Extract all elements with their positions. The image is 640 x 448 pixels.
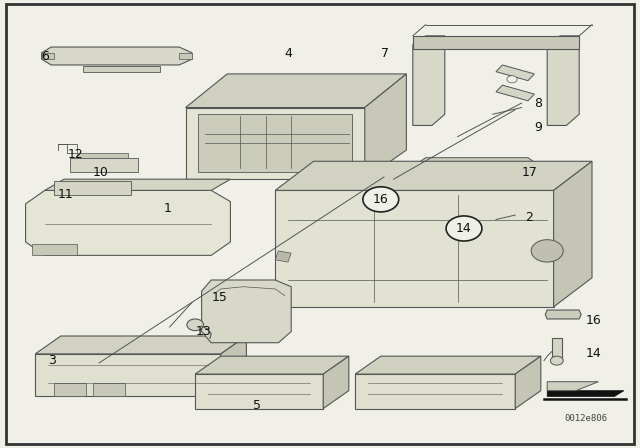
Circle shape: [550, 356, 563, 365]
Polygon shape: [547, 382, 598, 391]
Polygon shape: [496, 85, 534, 101]
Circle shape: [531, 240, 563, 262]
Text: 5: 5: [253, 399, 261, 412]
Polygon shape: [419, 158, 534, 166]
Polygon shape: [547, 36, 579, 125]
Polygon shape: [413, 36, 579, 49]
Text: 2: 2: [525, 211, 532, 224]
Polygon shape: [195, 374, 323, 409]
Polygon shape: [179, 53, 192, 59]
Text: 13: 13: [195, 325, 211, 338]
Circle shape: [446, 216, 482, 241]
Polygon shape: [186, 74, 406, 108]
Polygon shape: [45, 179, 230, 190]
Polygon shape: [545, 310, 581, 319]
Polygon shape: [355, 374, 515, 409]
Text: 7: 7: [381, 47, 388, 60]
Text: 16: 16: [586, 314, 602, 327]
Polygon shape: [195, 356, 349, 374]
Text: 14: 14: [456, 222, 472, 235]
Polygon shape: [275, 251, 291, 262]
Polygon shape: [42, 53, 54, 59]
Text: 14: 14: [586, 347, 602, 361]
Text: 12: 12: [67, 148, 83, 161]
Text: 15: 15: [211, 291, 227, 305]
Polygon shape: [413, 36, 445, 125]
Polygon shape: [83, 66, 160, 72]
Text: 17: 17: [522, 166, 538, 179]
Text: 1: 1: [163, 202, 171, 215]
Polygon shape: [32, 244, 77, 255]
Text: 11: 11: [58, 188, 74, 202]
Polygon shape: [202, 280, 291, 343]
Polygon shape: [26, 190, 230, 255]
Polygon shape: [77, 153, 128, 158]
Polygon shape: [93, 383, 125, 396]
Polygon shape: [42, 47, 192, 65]
Polygon shape: [35, 354, 221, 396]
Polygon shape: [275, 190, 554, 307]
Polygon shape: [54, 383, 86, 396]
Polygon shape: [515, 356, 541, 409]
Polygon shape: [355, 356, 541, 374]
Text: 8: 8: [534, 96, 543, 110]
Text: 10: 10: [93, 166, 109, 179]
Polygon shape: [552, 338, 562, 361]
Text: 0012e806: 0012e806: [564, 414, 608, 423]
Circle shape: [507, 76, 517, 83]
Polygon shape: [554, 161, 592, 307]
Polygon shape: [54, 181, 131, 195]
Text: 16: 16: [373, 193, 388, 206]
Polygon shape: [186, 108, 365, 179]
Text: 3: 3: [48, 354, 56, 367]
Polygon shape: [496, 65, 534, 81]
Polygon shape: [323, 356, 349, 409]
Polygon shape: [198, 114, 352, 172]
Polygon shape: [70, 158, 138, 172]
Circle shape: [187, 319, 204, 331]
Text: 6: 6: [42, 49, 49, 63]
Polygon shape: [275, 161, 592, 190]
Text: 9: 9: [534, 121, 542, 134]
Text: 4: 4: [285, 47, 292, 60]
Polygon shape: [547, 391, 624, 396]
Polygon shape: [365, 74, 406, 179]
Circle shape: [363, 187, 399, 212]
Polygon shape: [35, 336, 246, 354]
Polygon shape: [221, 336, 246, 396]
